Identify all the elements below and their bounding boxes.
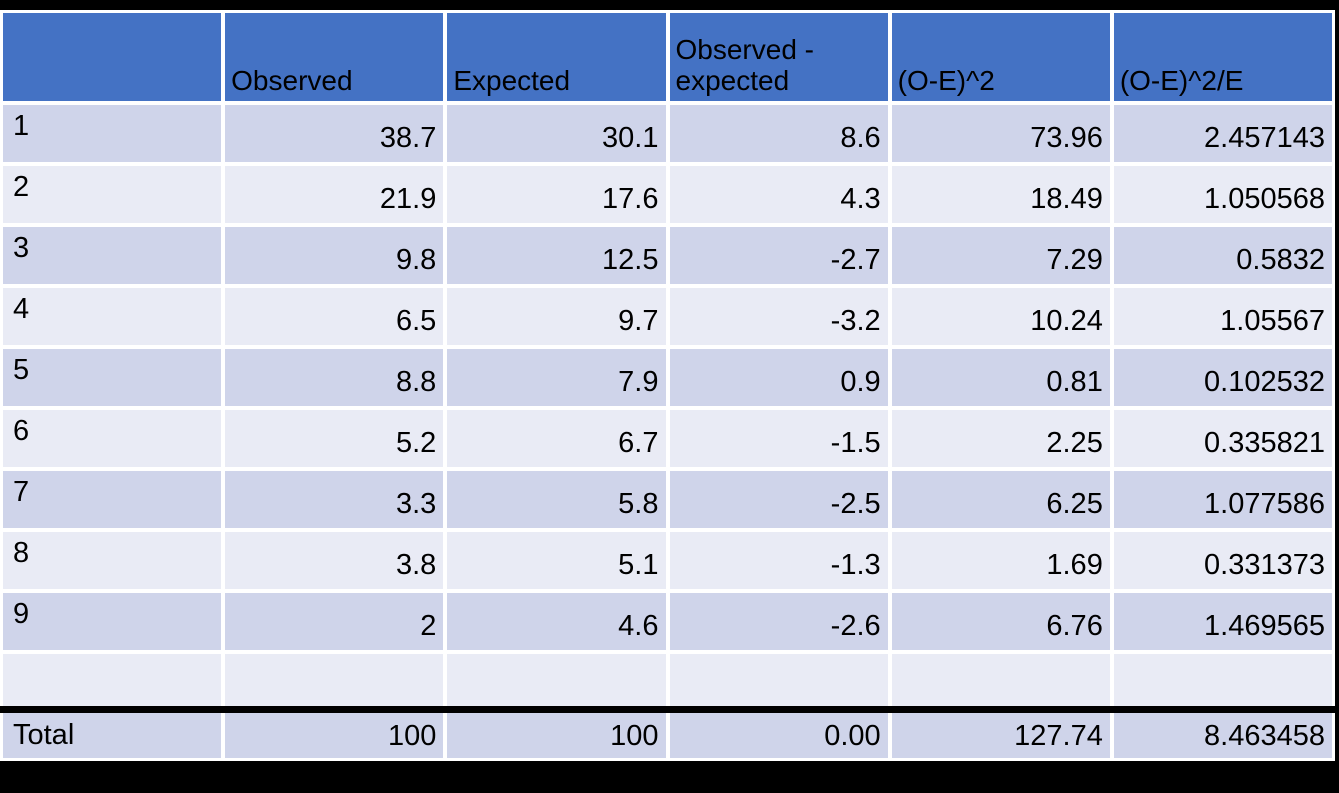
- table-row-5-cell-row-label: 5: [3, 349, 222, 406]
- table-row-9-cell-o-e-squared: 6.76: [891, 593, 1110, 650]
- table-row-2: 2 21.9 17.6 4.3 18.49 1.050568: [3, 166, 1332, 223]
- table-row-8-cell-observed: 3.8: [225, 532, 444, 589]
- table-total-row-cell-expected: 100: [447, 713, 666, 758]
- header-cell-observed-minus-expected: Observed - expected: [669, 13, 888, 101]
- table-row-7-cell-observed: 3.3: [225, 471, 444, 528]
- table-row-8: 8 3.8 5.1 -1.3 1.69 0.331373: [3, 532, 1332, 589]
- header-cell-o-e-squared-over-e: (O-E)^2/E: [1113, 13, 1332, 101]
- table-row-7-cell-expected: 5.8: [447, 471, 666, 528]
- table-row-4-cell-row-label: 4: [3, 288, 222, 345]
- table-row-4-cell-observed-minus-expected: -3.2: [669, 288, 888, 345]
- table-header-row: Observed Expected Observed - expected (O-E)…: [3, 13, 1332, 101]
- table-row-3-cell-expected: 12.5: [447, 227, 666, 284]
- table-row-7-cell-o-e-squared-over-e: 1.077586: [1113, 471, 1332, 528]
- table-row-1-cell-o-e-squared: 73.96: [891, 105, 1110, 162]
- table-row-9-cell-observed-minus-expected: -2.6: [669, 593, 888, 650]
- table-row-1-cell-observed-minus-expected: 8.6: [669, 105, 888, 162]
- table-row-2-cell-observed-minus-expected: 4.3: [669, 166, 888, 223]
- table-row-9-cell-o-e-squared-over-e: 1.469565: [1113, 593, 1332, 650]
- table-row-2-cell-o-e-squared-over-e: 1.050568: [1113, 166, 1332, 223]
- table-row-1-cell-o-e-squared-over-e: 2.457143: [1113, 105, 1332, 162]
- table-row-6-cell-observed-minus-expected: -1.5: [669, 410, 888, 467]
- table-row-6-cell-expected: 6.7: [447, 410, 666, 467]
- table-row-5-cell-observed-minus-expected: 0.9: [669, 349, 888, 406]
- table-row-3-cell-observed: 9.8: [225, 227, 444, 284]
- table-row-3-cell-o-e-squared: 7.29: [891, 227, 1110, 284]
- table-row-6-cell-observed: 5.2: [225, 410, 444, 467]
- table-row-6-cell-o-e-squared-over-e: 0.335821: [1113, 410, 1332, 467]
- table-total-row-cell-o-e-squared: 127.74: [891, 713, 1110, 758]
- table-row-2-cell-o-e-squared: 18.49: [891, 166, 1110, 223]
- table-row-4-cell-expected: 9.7: [447, 288, 666, 345]
- table-row-3: 3 9.8 12.5 -2.7 7.29 0.5832: [3, 227, 1332, 284]
- table-row-6: 6 5.2 6.7 -1.5 2.25 0.335821: [3, 410, 1332, 467]
- header-cell-o-e-squared: (O-E)^2: [891, 13, 1110, 101]
- table-row-5-cell-o-e-squared: 0.81: [891, 349, 1110, 406]
- table-total-row-cell-o-e-squared-over-e: 8.463458: [1113, 713, 1332, 758]
- table-row-9-cell-observed: 2: [225, 593, 444, 650]
- table-row-3-cell-o-e-squared-over-e: 0.5832: [1113, 227, 1332, 284]
- table-row-7-cell-o-e-squared: 6.25: [891, 471, 1110, 528]
- table-row-4: 4 6.5 9.7 -3.2 10.24 1.05567: [3, 288, 1332, 345]
- table-row-3-cell-observed-minus-expected: -2.7: [669, 227, 888, 284]
- table-row-2-cell-row-label: 2: [3, 166, 222, 223]
- table-row-1-cell-row-label: 1: [3, 105, 222, 162]
- table-row-5-cell-o-e-squared-over-e: 0.102532: [1113, 349, 1332, 406]
- table-row-8-cell-row-label: 8: [3, 532, 222, 589]
- table-row-9-cell-expected: 4.6: [447, 593, 666, 650]
- table-row-6-cell-row-label: 6: [3, 410, 222, 467]
- table-blank-row-cell-o-e-squared-over-e: [1113, 654, 1332, 706]
- total-divider-line: [0, 706, 1335, 713]
- table-row-8-cell-observed-minus-expected: -1.3: [669, 532, 888, 589]
- table-row-5-cell-expected: 7.9: [447, 349, 666, 406]
- table-blank-row-cell-observed-minus-expected: [669, 654, 888, 706]
- table-total-row-cell-row-label: Total: [3, 713, 222, 758]
- table-row-7-cell-observed-minus-expected: -2.5: [669, 471, 888, 528]
- table-blank-row: [3, 654, 1332, 706]
- table-row-6-cell-o-e-squared: 2.25: [891, 410, 1110, 467]
- table-row-9-cell-row-label: 9: [3, 593, 222, 650]
- table-blank-row-cell-row-label: [3, 654, 222, 706]
- table-row-5: 5 8.8 7.9 0.9 0.81 0.102532: [3, 349, 1332, 406]
- header-cell-expected: Expected: [447, 13, 666, 101]
- table-row-4-cell-o-e-squared: 10.24: [891, 288, 1110, 345]
- table-blank-row-cell-expected: [447, 654, 666, 706]
- table-row-8-cell-o-e-squared-over-e: 0.331373: [1113, 532, 1332, 589]
- header-cell-observed: Observed: [225, 13, 444, 101]
- table-blank-row-cell-o-e-squared: [891, 654, 1110, 706]
- table-row-1-cell-expected: 30.1: [447, 105, 666, 162]
- table-row-1: 1 38.7 30.1 8.6 73.96 2.457143: [3, 105, 1332, 162]
- table-row-8-cell-expected: 5.1: [447, 532, 666, 589]
- table-row-3-cell-row-label: 3: [3, 227, 222, 284]
- chi-square-table: Observed Expected Observed - expected (O-E)…: [0, 10, 1335, 761]
- table-row-5-cell-observed: 8.8: [225, 349, 444, 406]
- table-row-2-cell-observed: 21.9: [225, 166, 444, 223]
- header-cell-row-label: [3, 13, 222, 101]
- table-row-2-cell-expected: 17.6: [447, 166, 666, 223]
- table-row-7: 7 3.3 5.8 -2.5 6.25 1.077586: [3, 471, 1332, 528]
- table-blank-row-cell-observed: [225, 654, 444, 706]
- table-row-9: 9 2 4.6 -2.6 6.76 1.469565: [3, 593, 1332, 650]
- table-row-8-cell-o-e-squared: 1.69: [891, 532, 1110, 589]
- table-row-1-cell-observed: 38.7: [225, 105, 444, 162]
- table-row-7-cell-row-label: 7: [3, 471, 222, 528]
- table-total-row-cell-observed-minus-expected: 0.00: [669, 713, 888, 758]
- table-total-row: Total 100 100 0.00 127.74 8.463458: [3, 713, 1332, 758]
- table-row-4-cell-o-e-squared-over-e: 1.05567: [1113, 288, 1332, 345]
- table-total-row-cell-observed: 100: [225, 713, 444, 758]
- table-row-4-cell-observed: 6.5: [225, 288, 444, 345]
